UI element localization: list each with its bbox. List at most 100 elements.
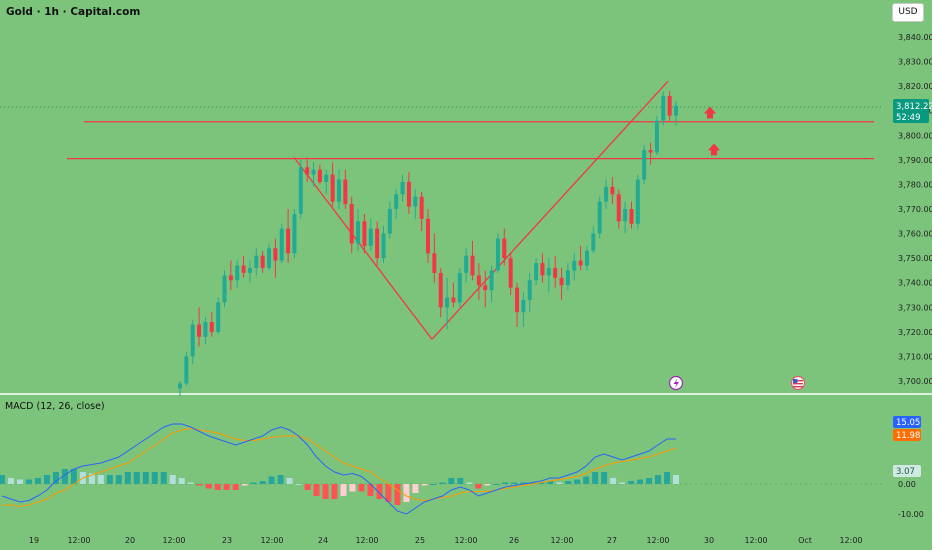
candle-body <box>584 250 589 266</box>
candle-body <box>667 95 672 116</box>
candle-body <box>451 297 456 303</box>
macd-histogram-bar <box>160 472 167 484</box>
candle-body <box>343 179 348 205</box>
trend-line[interactable] <box>293 157 433 340</box>
macd-histogram-bar <box>295 484 302 485</box>
candle-body <box>368 228 373 246</box>
candle-body <box>222 275 227 303</box>
macd-indicator-label[interactable]: MACD (12, 26, close) <box>5 401 105 412</box>
macd-tick-label: -10.00 <box>898 510 924 519</box>
candle-body <box>438 272 443 308</box>
signal-value: 11.98 <box>896 431 920 441</box>
candle-body <box>457 272 462 303</box>
macd-histogram-bar <box>106 475 113 484</box>
macd-histogram-bar <box>349 484 356 492</box>
macd-histogram-bar <box>601 472 608 484</box>
candle-body <box>209 322 214 332</box>
macd-histogram-bar <box>511 482 518 484</box>
candle-body <box>279 228 284 261</box>
macd-histogram-bar <box>277 475 284 484</box>
signal-line <box>2 427 677 508</box>
macd-value: 15.05 <box>896 418 920 428</box>
candle-body <box>190 324 195 357</box>
macd-histogram-bar <box>223 484 230 490</box>
candle-body <box>489 270 494 291</box>
lightning-event-icon[interactable] <box>668 375 684 391</box>
macd-histogram-bar <box>151 472 158 484</box>
macd-histogram-bar <box>34 478 41 484</box>
macd-histogram-bar <box>0 475 5 484</box>
candle-countdown: 52:49 <box>896 113 921 123</box>
price-tick-label: 3,710.00 <box>898 352 932 361</box>
candle-body <box>247 267 252 273</box>
candle-body <box>635 179 640 224</box>
macd-histogram-bar <box>70 469 77 484</box>
candle-body <box>324 174 329 182</box>
candle-body <box>553 267 558 278</box>
price-axis[interactable]: 3,840.003,830.003,820.003,810.003,800.00… <box>898 33 932 386</box>
time-tick-label: 12:00 <box>550 536 573 545</box>
candle-body <box>394 194 399 209</box>
candle-body <box>546 267 551 276</box>
candle-body <box>216 302 221 332</box>
us-flag-event-icon[interactable] <box>790 375 806 391</box>
time-tick-label: 23 <box>222 536 232 545</box>
macd-histogram-bar <box>403 484 410 502</box>
candle-body <box>387 209 392 234</box>
macd-histogram-bar <box>502 482 509 484</box>
trend-lines[interactable] <box>293 80 669 340</box>
candle-body <box>623 209 628 222</box>
time-tick-label: 12:00 <box>744 536 767 545</box>
macd-histogram-bar <box>385 484 392 502</box>
macd-histogram-bar <box>520 482 527 484</box>
macd-histogram-bar <box>268 476 275 484</box>
candle-body <box>419 196 424 219</box>
up-arrow-icon[interactable] <box>704 106 716 119</box>
macd-histogram-bar <box>358 484 365 492</box>
candle-body <box>413 196 418 207</box>
horizontal-levels[interactable] <box>67 121 874 160</box>
macd-histogram-bar <box>538 482 545 484</box>
signal-value-badge: 11.98 <box>893 429 921 441</box>
candle-body <box>445 297 450 308</box>
currency-button[interactable]: USD <box>892 3 924 22</box>
candle-body <box>426 218 430 254</box>
up-arrow-icon[interactable] <box>708 143 720 156</box>
candle-body <box>330 174 335 202</box>
price-tick-label: 3,820.00 <box>898 82 932 91</box>
time-tick-label: 25 <box>415 536 425 545</box>
time-tick-label: 26 <box>509 536 519 545</box>
candle-body <box>336 179 341 202</box>
macd-value-badge: 15.05 <box>893 416 921 428</box>
price-tick-label: 3,830.00 <box>898 58 932 67</box>
candle-body <box>241 265 246 273</box>
macd-histogram-bar <box>475 484 482 489</box>
candle-body <box>292 213 297 254</box>
candle-body <box>178 383 182 389</box>
candle-body <box>464 255 469 273</box>
histogram-value: 3.07 <box>896 467 915 477</box>
candle-body <box>260 255 265 268</box>
macd-histogram-bar <box>142 472 149 484</box>
macd-histogram-bar <box>322 484 329 499</box>
candle-body <box>483 285 488 291</box>
candle-body <box>476 275 481 286</box>
candle-body <box>305 167 310 175</box>
time-tick-label: 19 <box>29 536 39 545</box>
price-tick-label: 3,700.00 <box>898 377 932 386</box>
macd-histogram-bar <box>493 484 500 485</box>
time-tick-label: 12:00 <box>355 536 378 545</box>
candle-body <box>286 228 291 254</box>
trend-line[interactable] <box>431 80 669 340</box>
candle-body <box>559 277 564 286</box>
time-axis[interactable]: 19 12:00 20 12:00 23 12:00 24 12:00 25 12:00 26 12:… <box>29 536 863 545</box>
macd-histogram-bar <box>97 475 104 484</box>
candle-body <box>527 280 532 300</box>
macd-histogram-bar <box>313 484 320 496</box>
macd-histogram-bar <box>646 478 653 484</box>
arrow-annotations[interactable] <box>704 106 720 156</box>
macd-histogram-bar <box>169 475 176 484</box>
macd-histogram-bar <box>43 475 50 484</box>
macd-histogram-bar <box>394 484 401 505</box>
